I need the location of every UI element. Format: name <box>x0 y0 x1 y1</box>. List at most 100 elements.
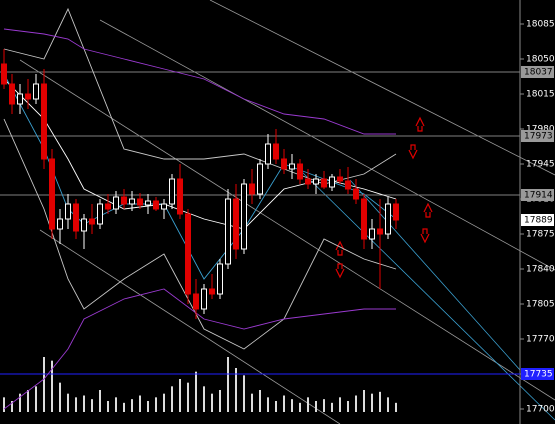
volume-bar <box>51 360 53 412</box>
candle-body <box>129 198 135 205</box>
level-label: 18037 <box>524 68 553 78</box>
candle-body <box>105 203 111 210</box>
candle-body <box>153 200 159 210</box>
overlay-line <box>3 28 396 135</box>
volume-bar <box>83 395 85 412</box>
candle-body <box>33 83 39 100</box>
candle-body <box>369 228 375 240</box>
trend-line <box>209 0 555 176</box>
level-label-box <box>521 66 554 78</box>
arrow-down <box>335 263 345 279</box>
volume-bar <box>267 397 269 412</box>
y-tick-label: 17945 <box>526 160 555 170</box>
trend-line <box>299 169 555 421</box>
candle-body <box>241 183 247 250</box>
volume-bar <box>171 386 173 412</box>
overlay-line <box>3 118 397 350</box>
volume-bar <box>291 399 293 412</box>
candle-body <box>257 163 263 195</box>
candle-body <box>169 178 175 205</box>
volume-bar <box>35 386 37 412</box>
volume-bar <box>387 397 389 412</box>
candle-body <box>297 163 303 180</box>
candle-body <box>289 163 295 170</box>
candle-body <box>217 263 223 295</box>
candle-body <box>81 218 87 232</box>
level-label-box <box>521 189 554 201</box>
volume-bar <box>91 399 93 412</box>
volume-bar <box>11 401 13 412</box>
volume-bar <box>211 393 213 412</box>
volume-bar <box>227 357 229 412</box>
candle-body <box>1 63 7 85</box>
volume-bar <box>219 390 221 412</box>
candle-body <box>393 203 399 221</box>
candle-body <box>121 196 127 205</box>
candle-body <box>273 143 279 160</box>
volume-bar <box>275 401 277 412</box>
candle-body <box>385 203 391 235</box>
volume-bar <box>259 390 261 412</box>
candle-body <box>305 178 311 185</box>
volume-bar <box>19 393 21 412</box>
y-tick-label: 18085 <box>526 20 555 30</box>
volume-bar <box>131 399 133 412</box>
volume-bar <box>323 399 325 412</box>
volume-bar <box>179 379 181 412</box>
candle-body <box>193 293 199 310</box>
volume-bar <box>395 402 397 412</box>
volume-bar <box>99 390 101 412</box>
trend-line <box>99 19 555 271</box>
candle-body <box>321 178 327 188</box>
arrow-down <box>408 144 418 160</box>
volume-bar <box>283 395 285 412</box>
level-label-box <box>521 214 554 226</box>
volume-bar <box>43 357 45 412</box>
trend-line <box>19 59 555 401</box>
y-tick-label: 17700 <box>526 405 555 415</box>
volume-bar <box>147 401 149 412</box>
volume-bar <box>75 397 77 412</box>
volume-bar <box>347 401 349 412</box>
volume-bar <box>299 402 301 412</box>
candle-body <box>185 213 191 295</box>
candle-body <box>73 203 79 232</box>
volume-bar <box>123 402 125 412</box>
candle-body <box>25 93 31 100</box>
level-label: 17973 <box>524 132 553 142</box>
volume-bar <box>27 390 29 412</box>
y-tick-label: 17805 <box>526 300 555 310</box>
arrows <box>335 116 433 279</box>
arrow-up <box>335 240 345 256</box>
candle-body <box>377 228 383 235</box>
y-tick-label: 17840 <box>526 265 555 275</box>
candle-body <box>41 83 47 160</box>
volume-bar <box>379 391 381 412</box>
volume-bar <box>339 397 341 412</box>
volume-bar <box>163 393 165 412</box>
volume-bar <box>243 375 245 412</box>
candle-body <box>177 178 183 215</box>
candle-body <box>361 198 367 240</box>
candle-body <box>329 176 335 188</box>
volume-bar <box>251 393 253 412</box>
candle-body <box>313 178 319 185</box>
candle-body <box>281 158 287 170</box>
volume-bar <box>139 395 141 412</box>
volume-bar <box>315 401 317 412</box>
volume-bar <box>195 371 197 412</box>
candle-body <box>9 83 15 105</box>
volume-bar <box>115 397 117 412</box>
volume-bar <box>235 368 237 412</box>
candle-body <box>49 158 55 230</box>
volume-bar <box>155 397 157 412</box>
candle-body <box>17 93 23 105</box>
volume-bar <box>307 397 309 412</box>
level-label: 17735 <box>524 370 553 380</box>
candle-body <box>89 218 95 225</box>
arrow-up <box>423 202 433 218</box>
volume-bar <box>203 386 205 412</box>
